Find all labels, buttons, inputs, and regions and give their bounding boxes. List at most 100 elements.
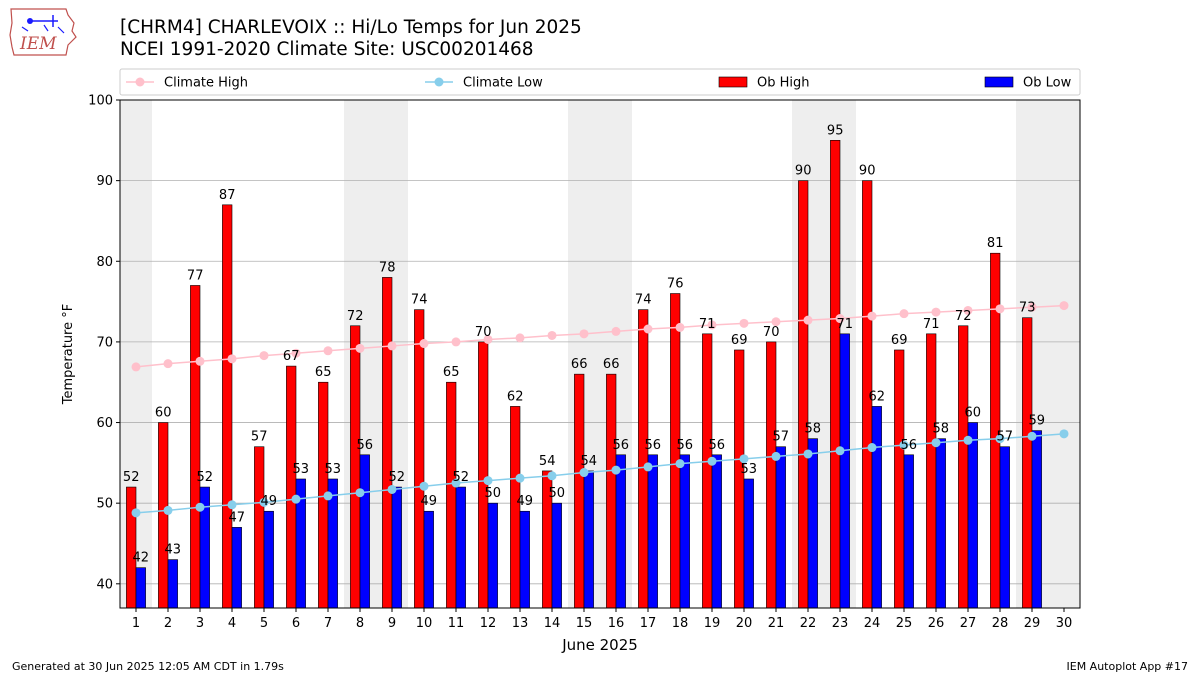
ob-low-label-27: 60 [965, 406, 982, 421]
ob-low-label-7: 53 [325, 462, 342, 477]
ob-high-label-1: 52 [123, 470, 140, 485]
app-label: IEM Autoplot App #17 [1066, 660, 1189, 673]
chart-title-line1: [CHRM4] CHARLEVOIX :: Hi/Lo Temps for Ju… [120, 17, 582, 38]
climate-low-point-1 [131, 508, 141, 518]
xtick-label-3: 3 [196, 616, 204, 631]
logo-text: IEM [19, 34, 57, 54]
ob-low-bar-15 [583, 470, 594, 609]
climate-high-point-13 [515, 333, 525, 343]
chart-title: [CHRM4] CHARLEVOIX :: Hi/Lo Temps for Ju… [120, 17, 582, 61]
ob-high-bar-27 [958, 325, 969, 609]
ob-low-bar-25 [903, 454, 914, 609]
ob-high-bar-1 [126, 486, 137, 609]
ytick-label-70: 70 [96, 335, 113, 350]
xtick-label-24: 24 [864, 616, 881, 631]
ob-high-label-23: 95 [827, 123, 844, 138]
ob-low-bar-23 [839, 333, 850, 609]
ob-low-bar-9 [391, 486, 402, 609]
climate-high-point-17 [643, 324, 653, 334]
ob-high-bar-5 [254, 446, 265, 609]
ob-low-label-21: 57 [773, 430, 790, 445]
xtick-label-1: 1 [132, 616, 140, 631]
climate-low-point-29 [1027, 431, 1037, 441]
ob-low-bar-16 [615, 454, 626, 609]
ob-high-bar-8 [350, 325, 361, 609]
ob-low-label-25: 56 [901, 438, 918, 453]
ob-low-label-15: 54 [581, 454, 598, 469]
ob-low-bar-21 [775, 446, 786, 609]
xtick-label-23: 23 [832, 616, 849, 631]
climate-low-point-19 [707, 456, 717, 466]
climate-high-point-25 [899, 309, 909, 319]
ob-high-bar-3 [190, 285, 201, 609]
ob-high-bar-25 [894, 349, 905, 609]
ob-low-label-11: 52 [453, 470, 470, 485]
xtick-label-21: 21 [768, 616, 785, 631]
ob-low-bar-27 [967, 422, 978, 609]
climate-low-point-21 [771, 451, 781, 461]
ob-high-bar-2 [158, 422, 169, 609]
plot-frame [119, 99, 1081, 609]
climate-high-point-10 [419, 339, 429, 349]
ob-high-bar-29 [1022, 317, 1033, 609]
xtick-label-10: 10 [416, 616, 433, 631]
climate-low-point-18 [675, 459, 685, 469]
ob-high-bar-11 [446, 381, 457, 609]
bar-labels: 52 42 60 43 77 52 87 47 57 49 67 53 65 53 72 56 78 52 74 49… [123, 123, 1045, 565]
xtick-label-17: 17 [640, 616, 657, 631]
climate-high-point-18 [675, 322, 685, 332]
climate-low-point-10 [419, 481, 429, 491]
climate-high-point-6 [291, 348, 301, 358]
ob-high-bar-12 [478, 341, 489, 609]
ob-high-label-27: 72 [955, 309, 972, 324]
ob-low-label-24: 62 [869, 389, 886, 404]
y-axis-label: Temperature °F [61, 304, 76, 405]
iowa-state-map-icon [9, 8, 77, 56]
climate-low-point-30 [1059, 429, 1069, 439]
xtick-label-2: 2 [164, 616, 172, 631]
ob-high-bar-10 [414, 309, 425, 609]
ob-low-label-6: 53 [293, 462, 310, 477]
climate-high-point-12 [483, 334, 493, 344]
xtick-label-6: 6 [292, 616, 300, 631]
ob-high-label-6: 67 [283, 349, 300, 364]
ob-high-label-9: 78 [379, 260, 396, 275]
climate-low-point-14 [547, 471, 557, 481]
climate-high-point-24 [867, 311, 877, 321]
ob-low-label-12: 50 [485, 486, 502, 501]
ob-low-label-16: 56 [613, 438, 630, 453]
legend-box [119, 68, 1081, 96]
ob-low-bar-22 [807, 438, 818, 609]
ob-low-bar-11 [455, 486, 466, 609]
climate-low-point-20 [739, 454, 749, 464]
xtick-label-18: 18 [672, 616, 689, 631]
ob-high-label-29: 73 [1019, 301, 1036, 316]
ob-low-bar-19 [711, 454, 722, 609]
ob-high-label-3: 77 [187, 268, 204, 283]
ob-high-bar-16 [606, 373, 617, 609]
xtick-label-22: 22 [800, 616, 817, 631]
climate-high-point-27 [963, 305, 973, 315]
xtick-label-8: 8 [356, 616, 364, 631]
ytick-label-50: 50 [96, 497, 113, 512]
climate-high-point-1 [131, 362, 141, 372]
ob-low-label-13: 49 [517, 494, 534, 509]
x-axis: 1 2 3 4 5 6 7 8 9 10 11 12 13 14 15 16 17 18 19 20 21 22 23 24 2… [132, 608, 1072, 631]
ob-high-label-5: 57 [251, 430, 268, 445]
ytick-label-40: 40 [96, 577, 113, 592]
climate-low-point-22 [803, 449, 813, 459]
ob-high-label-25: 69 [891, 333, 908, 348]
ob-low-bar-20 [743, 478, 754, 609]
xtick-label-11: 11 [448, 616, 465, 631]
ytick-label-100: 100 [88, 94, 113, 109]
ob-low-bar-24 [871, 406, 882, 609]
ytick-label-90: 90 [96, 174, 113, 189]
ob-high-bar-15 [574, 373, 585, 609]
xtick-label-29: 29 [1024, 616, 1041, 631]
ob-low-label-28: 57 [997, 430, 1014, 445]
ob-high-bar-26 [926, 333, 937, 609]
ob-high-label-17: 74 [635, 293, 652, 308]
ob-high-label-10: 74 [411, 293, 428, 308]
climate-high-point-22 [803, 315, 813, 325]
ytick-label-80: 80 [96, 255, 113, 270]
